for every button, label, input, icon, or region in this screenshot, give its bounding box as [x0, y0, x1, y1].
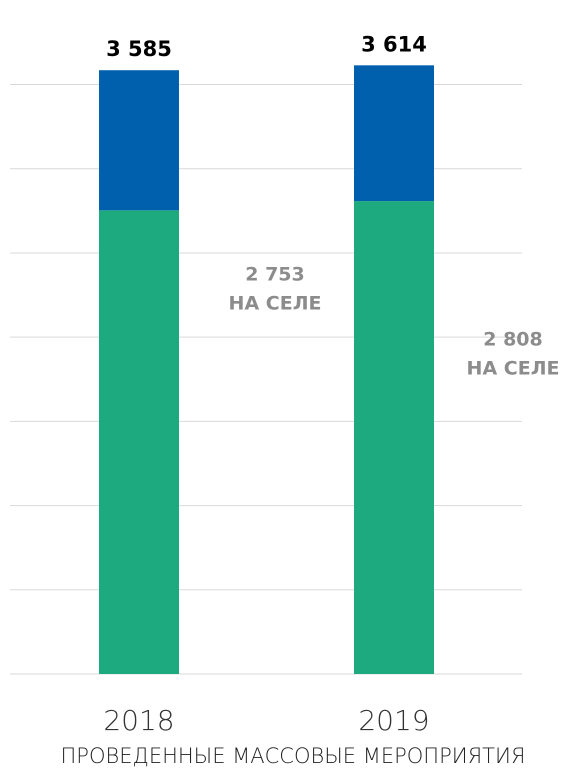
series-label: НА СЕЛЕ	[467, 358, 560, 380]
chart-title: ПРОВЕДЕННЫЕ МАССОВЫЕ МЕРОПРИЯТИЯ	[61, 744, 526, 768]
bar-segment	[99, 210, 179, 674]
bar-segment	[354, 201, 434, 675]
series-label: НА СЕЛЕ	[229, 293, 322, 315]
total-label: 3 614	[361, 32, 427, 56]
bar-segment	[354, 65, 434, 202]
data-label: 2 808	[483, 329, 543, 351]
x-tick-label: 2018	[103, 704, 174, 737]
total-label: 3 585	[106, 37, 172, 61]
bar-segment	[99, 70, 179, 211]
x-tick-label: 2019	[358, 704, 429, 737]
data-label: 2 753	[245, 264, 305, 286]
